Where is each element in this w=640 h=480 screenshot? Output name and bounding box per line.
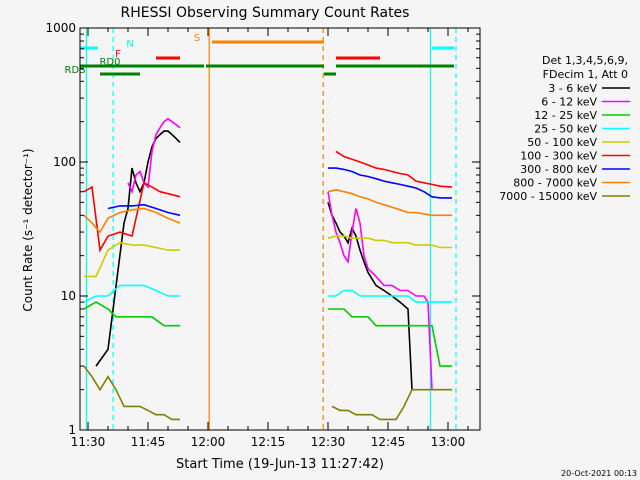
flag-label-s: S <box>194 33 200 44</box>
x-axis-label: Start Time (19-Jun-13 11:27:42) <box>176 457 384 472</box>
x-tick-label-5: 12:45 <box>371 435 406 449</box>
y-axis-label: Count Rate (s⁻¹ detector⁻¹) <box>21 148 35 311</box>
series-line-4-1 <box>327 235 452 249</box>
legend-label-1: 6 - 12 keV <box>541 96 597 109</box>
x-tick-label-4: 12:30 <box>311 435 346 449</box>
flag-label-f: F <box>115 49 121 60</box>
x-tick-label-1: 11:45 <box>131 435 166 449</box>
flag-label-n: N <box>126 39 133 50</box>
series-line-7-0 <box>83 207 181 234</box>
x-tick-label-0: 11:30 <box>71 435 106 449</box>
series-line-0-1 <box>327 202 413 390</box>
legend-label-0: 3 - 6 keV <box>548 82 597 95</box>
y-tick-label-1: 10 <box>61 289 76 303</box>
series-line-3-0 <box>83 284 180 303</box>
series-line-4-0 <box>84 241 180 278</box>
series-line-2-0 <box>83 301 180 327</box>
series-line-8-0 <box>83 365 180 421</box>
x-tick-label-6: 13:00 <box>431 435 466 449</box>
timestamp: 20-Oct-2021 00:13 <box>561 469 637 478</box>
chart-title: RHESSI Observing Summary Count Rates <box>121 5 410 21</box>
series-line-6-1 <box>328 167 452 199</box>
legend-label-3: 25 - 50 keV <box>534 123 597 136</box>
flag-label-rds: RDS <box>65 65 86 76</box>
legend-header-1: FDecim 1, Att 0 <box>543 68 628 81</box>
flag-label-rd0: RD0 <box>99 57 120 68</box>
legend-label-6: 300 - 800 keV <box>520 163 597 176</box>
legend-label-2: 12 - 25 keV <box>534 109 597 122</box>
y-tick-label-0: 1 <box>68 423 76 437</box>
y-tick-label-2: 100 <box>53 155 76 169</box>
plot-frame <box>79 27 481 431</box>
legend-label-7: 800 - 7000 keV <box>513 177 597 190</box>
series-line-1-0 <box>127 117 181 195</box>
legend-header-0: Det 1,3,4,5,6,9, <box>542 54 628 67</box>
x-tick-label-3: 12:15 <box>251 435 286 449</box>
series-line-1-1 <box>327 191 433 390</box>
legend-label-4: 50 - 100 keV <box>527 136 597 149</box>
legend-label-8: 7000 - 15000 keV <box>499 190 597 203</box>
x-tick-label-2: 12:00 <box>191 435 226 449</box>
legend-label-5: 100 - 300 keV <box>520 150 597 163</box>
series-line-2-1 <box>328 308 452 367</box>
series-line-5-1 <box>335 150 453 188</box>
y-tick-label-3: 1000 <box>45 21 76 35</box>
series-line-0-0 <box>95 130 181 367</box>
series-line-8-1 <box>331 388 452 421</box>
legend: Det 1,3,4,5,6,9,FDecim 1, Att 03 - 6 keV… <box>499 54 630 203</box>
series-line-6-0 <box>107 203 181 217</box>
series-line-7-1 <box>327 188 452 217</box>
series-line-3-1 <box>328 289 452 303</box>
